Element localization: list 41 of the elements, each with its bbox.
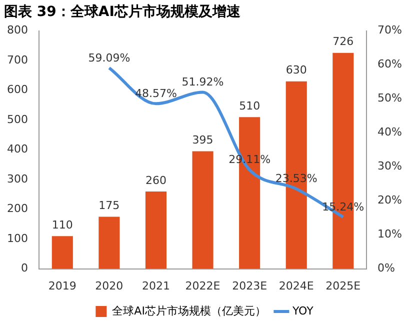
data-label: 630: [286, 64, 307, 77]
bar: [145, 191, 167, 269]
bar: [52, 236, 73, 269]
y2-tick-label: 60%: [378, 58, 402, 71]
y-tick-label: 0: [20, 262, 28, 275]
bar: [192, 151, 214, 269]
y2-tick-label: 30%: [378, 160, 402, 173]
x-tick-label: 2019: [48, 279, 76, 292]
data-label: 395: [192, 134, 214, 147]
y2-tick-label: 10%: [378, 228, 402, 241]
y2-tick-label: 0%: [378, 262, 396, 275]
y-tick-label: 500: [6, 112, 28, 126]
y2-tick-label: 50%: [378, 92, 402, 105]
x-tick-label: 2020: [95, 279, 124, 292]
legend-label: 全球AI芯片市场规模（亿美元）: [112, 304, 266, 318]
y-tick-label: 200: [6, 202, 28, 216]
legend-label: YOY: [291, 304, 314, 318]
data-label: 51.92%: [182, 76, 224, 89]
x-tick-label: 2022E: [185, 279, 220, 292]
y2-tick-label: 70%: [378, 24, 402, 37]
x-tick-label: 2021: [142, 279, 170, 292]
y-tick-label: 300: [6, 172, 28, 186]
bar: [98, 216, 120, 269]
y2-tick-label: 20%: [378, 194, 402, 207]
x-tick-label: 2025E: [326, 279, 361, 292]
y2-tick-label: 40%: [378, 126, 402, 139]
data-label: 726: [332, 35, 354, 48]
y-tick-label: 700: [6, 53, 28, 66]
x-tick-label: 2023E: [232, 279, 268, 292]
y-tick-label: 100: [6, 232, 28, 245]
chart-title: 图表 39：全球AI芯片市场规模及增速: [4, 3, 242, 20]
data-label: 510: [239, 99, 260, 112]
x-tick-label: 2024E: [278, 279, 314, 292]
data-label: 110: [52, 218, 73, 232]
data-label: 260: [145, 174, 166, 187]
y-tick-label: 600: [6, 83, 28, 96]
data-label: 175: [98, 199, 120, 212]
data-label: 59.09%: [88, 51, 130, 64]
y-tick-label: 400: [6, 142, 28, 156]
data-label: 29.11%: [228, 153, 271, 166]
y-tick-label: 800: [6, 24, 28, 37]
